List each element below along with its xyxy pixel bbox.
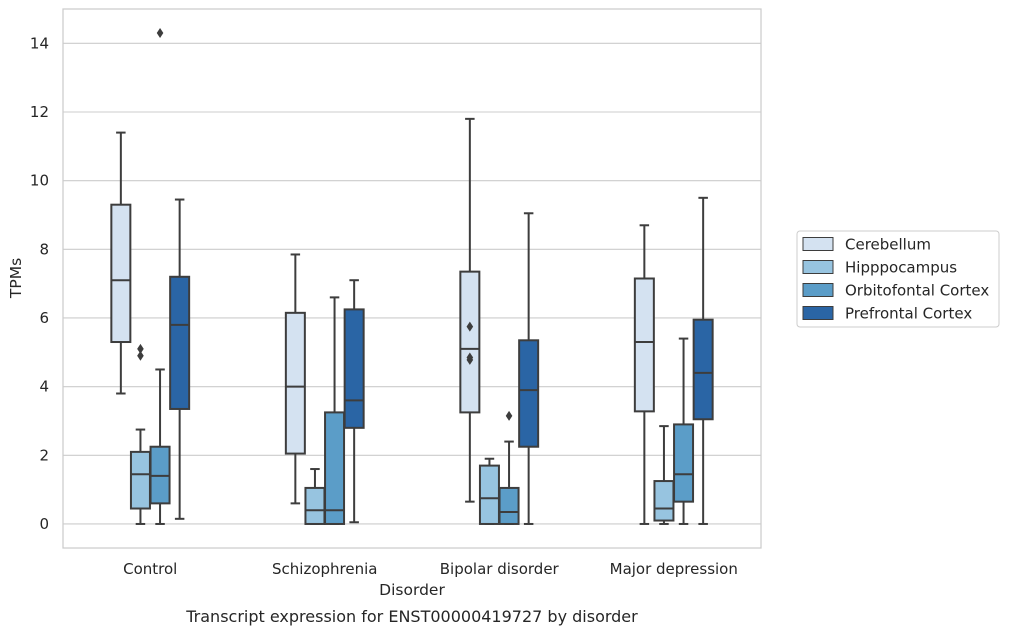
iqr-box bbox=[324, 411, 346, 525]
box-cerebellum bbox=[459, 117, 481, 503]
legend-item: Cerebellum bbox=[802, 236, 931, 254]
y-tick-label: 10 bbox=[30, 172, 49, 190]
legend-item: Prefrontal Cortex bbox=[802, 305, 972, 323]
box-hipppocampus bbox=[653, 425, 675, 525]
iqr-box bbox=[478, 464, 500, 525]
y-tick-label: 2 bbox=[39, 446, 49, 464]
legend-swatch bbox=[802, 283, 834, 297]
category-group bbox=[633, 196, 714, 525]
box-cerebellum bbox=[633, 224, 655, 525]
legend-swatch bbox=[802, 306, 834, 320]
y-tick-label: 4 bbox=[39, 378, 49, 396]
iqr-box bbox=[110, 203, 132, 344]
category-group bbox=[459, 117, 540, 525]
x-tick-label: Control bbox=[123, 560, 177, 578]
iqr-box bbox=[518, 339, 540, 448]
outlier-point bbox=[466, 321, 474, 332]
legend-items: Cerebellum Hipppocampus Orbitofontal Corte… bbox=[802, 236, 989, 323]
iqr-box bbox=[692, 318, 714, 421]
iqr-box bbox=[673, 423, 695, 503]
box-hipppocampus bbox=[129, 343, 151, 525]
outlier-point bbox=[156, 28, 164, 39]
iqr-box bbox=[498, 486, 520, 525]
x-tick-label: Major depression bbox=[610, 560, 738, 578]
legend-item: Hipppocampus bbox=[802, 259, 957, 277]
legend-frame bbox=[796, 230, 1000, 328]
legend-label: Cerebellum bbox=[845, 236, 931, 254]
x-axis-title: Disorder bbox=[379, 581, 445, 599]
box-prefrontal-cortex bbox=[518, 212, 540, 525]
figure-caption: Transcript expression for ENST0000041972… bbox=[185, 607, 638, 626]
box-orbitofontal-cortex bbox=[498, 410, 520, 525]
outlier-point bbox=[137, 343, 144, 354]
box-prefrontal-cortex bbox=[692, 196, 714, 525]
legend-label: Orbitofontal Cortex bbox=[845, 282, 989, 300]
outlier-point bbox=[466, 354, 474, 365]
iqr-box bbox=[633, 277, 655, 413]
iqr-box bbox=[653, 480, 675, 522]
legend-item: Orbitofontal Cortex bbox=[802, 282, 989, 300]
box-prefrontal-cortex bbox=[169, 198, 191, 520]
legend-swatch bbox=[802, 260, 834, 274]
outlier-point bbox=[137, 350, 144, 361]
iqr-box bbox=[169, 275, 191, 410]
category-group bbox=[284, 253, 365, 525]
box-hipppocampus bbox=[478, 457, 500, 525]
x-tick-label: Bipolar disorder bbox=[440, 560, 560, 578]
box-prefrontal-cortex bbox=[343, 279, 365, 524]
y-axis-title: TPMs bbox=[7, 258, 25, 299]
box-orbitofontal-cortex bbox=[324, 296, 346, 525]
x-tick-label: Schizophrenia bbox=[272, 560, 377, 578]
x-tick-labels: Control Schizophrenia Bipolar disorder Majo… bbox=[123, 560, 738, 578]
box-orbitofontal-cortex bbox=[673, 337, 695, 525]
iqr-box bbox=[284, 311, 306, 455]
legend-label: Hipppocampus bbox=[845, 259, 957, 277]
category-group bbox=[110, 28, 191, 525]
y-tick-labels: 0 2 4 6 8 10 12 14 bbox=[30, 34, 49, 533]
iqr-box bbox=[343, 308, 365, 429]
box-hipppocampus bbox=[304, 468, 326, 525]
box-groups bbox=[110, 28, 714, 525]
iqr-box bbox=[459, 270, 481, 414]
y-tick-label: 12 bbox=[30, 103, 49, 121]
box-cerebellum bbox=[284, 253, 306, 505]
plot-frame bbox=[62, 8, 762, 549]
legend: Cerebellum Hipppocampus Orbitofontal Corte… bbox=[796, 230, 1000, 328]
iqr-box bbox=[304, 486, 326, 525]
y-tick-label: 14 bbox=[30, 34, 49, 52]
y-tick-label: 0 bbox=[39, 515, 49, 533]
legend-swatch bbox=[802, 237, 834, 251]
y-tick-label: 6 bbox=[39, 309, 49, 327]
legend-label: Prefrontal Cortex bbox=[845, 305, 972, 323]
iqr-box bbox=[129, 450, 151, 510]
outlier-point bbox=[505, 410, 513, 421]
box-cerebellum bbox=[110, 131, 132, 395]
y-tick-label: 8 bbox=[39, 240, 49, 258]
box-orbitofontal-cortex bbox=[149, 28, 171, 525]
